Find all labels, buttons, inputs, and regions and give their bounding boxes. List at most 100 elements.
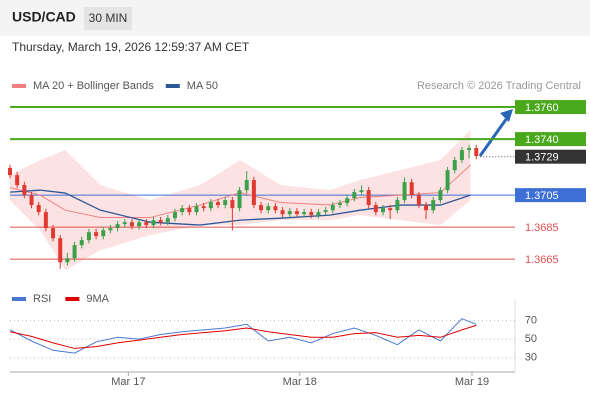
legend-label: MA 20 + Bollinger Bands (33, 80, 154, 92)
candle-body (330, 205, 335, 211)
candle-body (201, 206, 206, 209)
candle-body (438, 190, 443, 201)
y-tick-label: 50 (525, 333, 537, 345)
candle-body (345, 198, 350, 204)
candle-body (402, 182, 407, 201)
candle-body (459, 150, 464, 161)
candle-body (36, 205, 41, 213)
candle-body (180, 208, 185, 213)
candle-body (424, 205, 429, 211)
source: Research © 2026 Trading Central (417, 80, 581, 92)
candle-body (266, 206, 271, 211)
candle-body (309, 212, 314, 216)
candle-body (431, 200, 436, 211)
candle-body (230, 200, 235, 209)
timeframe-box (84, 7, 132, 30)
candle-body (287, 211, 292, 215)
candle-body (122, 222, 127, 225)
candle-body (72, 245, 77, 259)
candle-body (223, 200, 228, 206)
candle-body (452, 160, 457, 171)
candle-body (172, 212, 177, 219)
legend-label: MA 50 (187, 80, 218, 92)
arrow-head (500, 109, 513, 122)
timeframe: 30 MIN (89, 11, 128, 25)
current-price-label: 1.3729 (525, 152, 559, 164)
candle-body (216, 202, 221, 206)
candle-body (445, 170, 450, 191)
candle-body (381, 208, 386, 213)
candle-body (409, 182, 414, 196)
candle-body (388, 208, 393, 211)
candle-body (151, 220, 156, 226)
candle-body (366, 190, 371, 206)
candle-body (43, 212, 48, 229)
level-box (515, 188, 586, 203)
candle-body (79, 240, 84, 246)
candle-body (251, 180, 256, 206)
legend-label: 9MA (86, 293, 109, 305)
level-label: 1.3760 (525, 102, 559, 114)
candle-body (165, 218, 170, 223)
level-box (515, 132, 586, 147)
current-price-box (515, 149, 586, 164)
symbol: USD/CAD (12, 9, 76, 25)
arrow (478, 117, 509, 157)
level-label: 1.3685 (525, 222, 559, 234)
candle-body (416, 195, 421, 206)
candle-body (58, 238, 63, 263)
candle-body (187, 208, 192, 213)
candle-body (237, 190, 242, 209)
candle-body (302, 212, 307, 215)
candle-body (94, 232, 99, 237)
x-tick-label: Mar 18 (283, 376, 317, 388)
legend-swatch (65, 297, 80, 301)
candle-body (29, 195, 34, 206)
candle-body (395, 200, 400, 211)
timestamp: Thursday, March 19, 2026 12:59:37 AM CET (12, 40, 250, 54)
candle-body (8, 167, 12, 176)
candle-body (15, 175, 20, 186)
candle-body (158, 220, 163, 223)
candle-body (51, 228, 56, 239)
candle-body (259, 205, 264, 211)
level-label: 1.3665 (525, 254, 559, 266)
candle-body (108, 228, 113, 231)
level-box (515, 100, 586, 115)
candle-body (194, 206, 199, 213)
candle-body (323, 210, 328, 213)
candle-body (86, 232, 91, 241)
candle-body (22, 185, 27, 196)
candle-body (244, 180, 249, 191)
candle-body (65, 258, 70, 263)
y-tick-label: 70 (525, 314, 537, 326)
candle-body (115, 224, 120, 229)
rsi-line (9, 318, 477, 354)
candle-body (359, 190, 364, 193)
candle-body (280, 210, 285, 215)
x-tick-label: Mar 17 (111, 376, 145, 388)
candle-body (208, 202, 213, 209)
candle-body (352, 192, 357, 199)
ma-line (9, 189, 471, 226)
candle-body (129, 222, 134, 227)
y-tick-label: 30 (525, 352, 537, 364)
candle-body (137, 222, 142, 227)
rsi-line (9, 324, 477, 349)
legend-label: RSI (33, 293, 51, 305)
candle-body (373, 205, 378, 213)
candle-body (316, 212, 321, 216)
candle-body (474, 148, 479, 157)
candle-body (294, 211, 299, 215)
legend-swatch (12, 297, 26, 301)
candle-body (101, 230, 106, 237)
legend-swatch (12, 84, 26, 88)
candle-body (144, 222, 149, 226)
candle-body (467, 148, 472, 151)
level-label: 1.3705 (525, 190, 559, 202)
legend-swatch (165, 84, 180, 88)
candle-body (337, 203, 342, 206)
candle-body (273, 206, 278, 211)
x-tick-label: Mar 19 (455, 376, 489, 388)
